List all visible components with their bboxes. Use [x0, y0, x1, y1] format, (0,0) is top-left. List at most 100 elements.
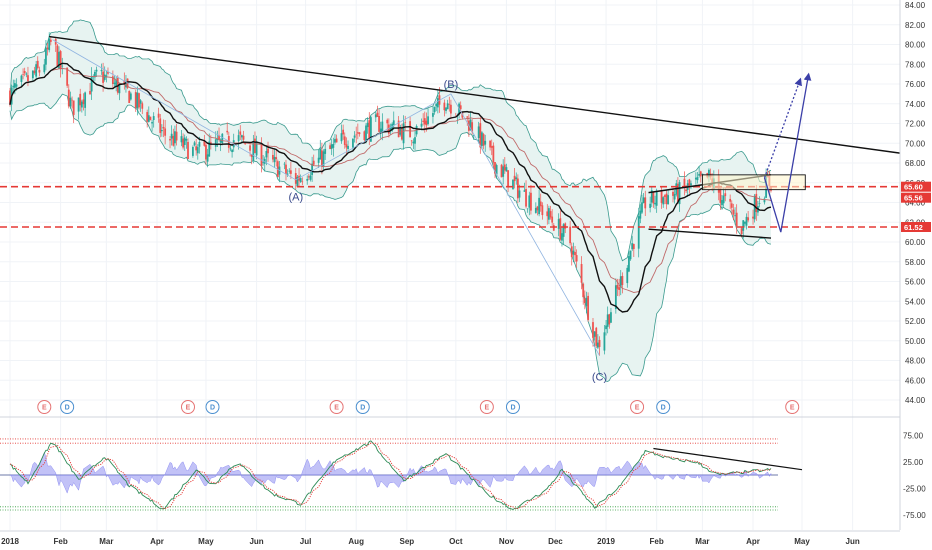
candle[interactable]: [71, 96, 73, 109]
candle[interactable]: [458, 102, 460, 119]
candle[interactable]: [195, 139, 198, 156]
candle[interactable]: [482, 132, 485, 150]
candle[interactable]: [381, 113, 384, 141]
candle[interactable]: [265, 146, 268, 166]
earnings-event-marker[interactable]: E: [785, 400, 800, 414]
candle[interactable]: [139, 99, 142, 112]
candle[interactable]: [603, 325, 606, 355]
projection-arrow[interactable]: [763, 77, 802, 179]
candle[interactable]: [683, 171, 686, 196]
candle[interactable]: [541, 202, 544, 220]
candle[interactable]: [289, 162, 292, 179]
candle[interactable]: [677, 177, 679, 205]
candle[interactable]: [152, 112, 155, 128]
candle[interactable]: [205, 142, 207, 165]
candle[interactable]: [226, 122, 229, 135]
candle[interactable]: [322, 149, 325, 171]
candle[interactable]: [484, 134, 487, 152]
candle[interactable]: [580, 256, 583, 290]
candle[interactable]: [503, 157, 506, 174]
candle[interactable]: [23, 67, 26, 77]
candle[interactable]: [673, 189, 676, 204]
candle[interactable]: [13, 79, 16, 95]
candle[interactable]: [631, 235, 634, 252]
candle[interactable]: [288, 168, 291, 174]
candle[interactable]: [100, 63, 103, 75]
candle[interactable]: [513, 167, 516, 189]
candle[interactable]: [500, 163, 503, 178]
candle[interactable]: [187, 138, 189, 160]
candle[interactable]: [193, 140, 196, 147]
candle[interactable]: [663, 194, 666, 205]
candle[interactable]: [35, 60, 38, 80]
candle[interactable]: [433, 106, 436, 115]
candle[interactable]: [61, 57, 64, 75]
candle[interactable]: [89, 83, 91, 95]
candle[interactable]: [343, 132, 346, 149]
candle[interactable]: [20, 74, 23, 87]
candle[interactable]: [366, 117, 369, 134]
candle[interactable]: [649, 196, 652, 213]
candle[interactable]: [334, 134, 336, 145]
candle[interactable]: [512, 179, 514, 190]
candle[interactable]: [160, 124, 163, 137]
candle[interactable]: [169, 135, 171, 149]
candle[interactable]: [672, 187, 674, 203]
candle[interactable]: [575, 249, 578, 268]
candle[interactable]: [25, 72, 28, 78]
candle[interactable]: [655, 188, 658, 213]
candle[interactable]: [755, 185, 758, 221]
candle[interactable]: [696, 171, 699, 184]
candle[interactable]: [263, 156, 266, 172]
candle[interactable]: [528, 191, 531, 216]
earnings-event-marker[interactable]: E: [630, 400, 645, 414]
candle[interactable]: [46, 43, 49, 56]
candle[interactable]: [587, 292, 589, 322]
candle[interactable]: [489, 140, 492, 151]
candle[interactable]: [103, 66, 106, 82]
candle[interactable]: [36, 56, 39, 70]
candle[interactable]: [149, 116, 152, 121]
trendline[interactable]: [49, 35, 901, 154]
candle[interactable]: [79, 88, 82, 112]
candle[interactable]: [392, 111, 395, 130]
candle[interactable]: [595, 326, 598, 348]
candle[interactable]: [324, 141, 327, 160]
candle[interactable]: [505, 163, 508, 172]
candle[interactable]: [523, 182, 526, 192]
candle[interactable]: [629, 250, 632, 261]
candle[interactable]: [469, 111, 472, 131]
candle[interactable]: [608, 313, 611, 329]
candle[interactable]: [632, 243, 635, 257]
candle[interactable]: [170, 125, 173, 146]
candle[interactable]: [734, 207, 736, 225]
candle[interactable]: [414, 130, 416, 151]
candle[interactable]: [69, 91, 72, 109]
candle[interactable]: [113, 75, 116, 88]
candle[interactable]: [443, 99, 446, 117]
candle[interactable]: [610, 307, 612, 323]
candle[interactable]: [172, 128, 175, 147]
candle[interactable]: [72, 100, 75, 124]
candle[interactable]: [67, 84, 70, 109]
candle[interactable]: [644, 190, 647, 217]
candle[interactable]: [450, 99, 452, 120]
candle[interactable]: [525, 180, 527, 209]
candle[interactable]: [410, 140, 413, 146]
candle[interactable]: [435, 103, 438, 112]
candle[interactable]: [276, 159, 279, 178]
candle[interactable]: [570, 242, 573, 266]
candle[interactable]: [214, 131, 217, 152]
candle[interactable]: [353, 131, 356, 143]
candle[interactable]: [66, 67, 69, 88]
candle[interactable]: [518, 184, 521, 203]
candle[interactable]: [477, 121, 480, 144]
candle[interactable]: [536, 205, 539, 216]
candle[interactable]: [626, 265, 629, 288]
candle[interactable]: [299, 174, 302, 183]
candle[interactable]: [412, 138, 415, 150]
dividend-event-marker[interactable]: D: [505, 400, 520, 414]
candle[interactable]: [134, 89, 137, 112]
candle[interactable]: [31, 70, 34, 81]
candle[interactable]: [641, 194, 643, 214]
